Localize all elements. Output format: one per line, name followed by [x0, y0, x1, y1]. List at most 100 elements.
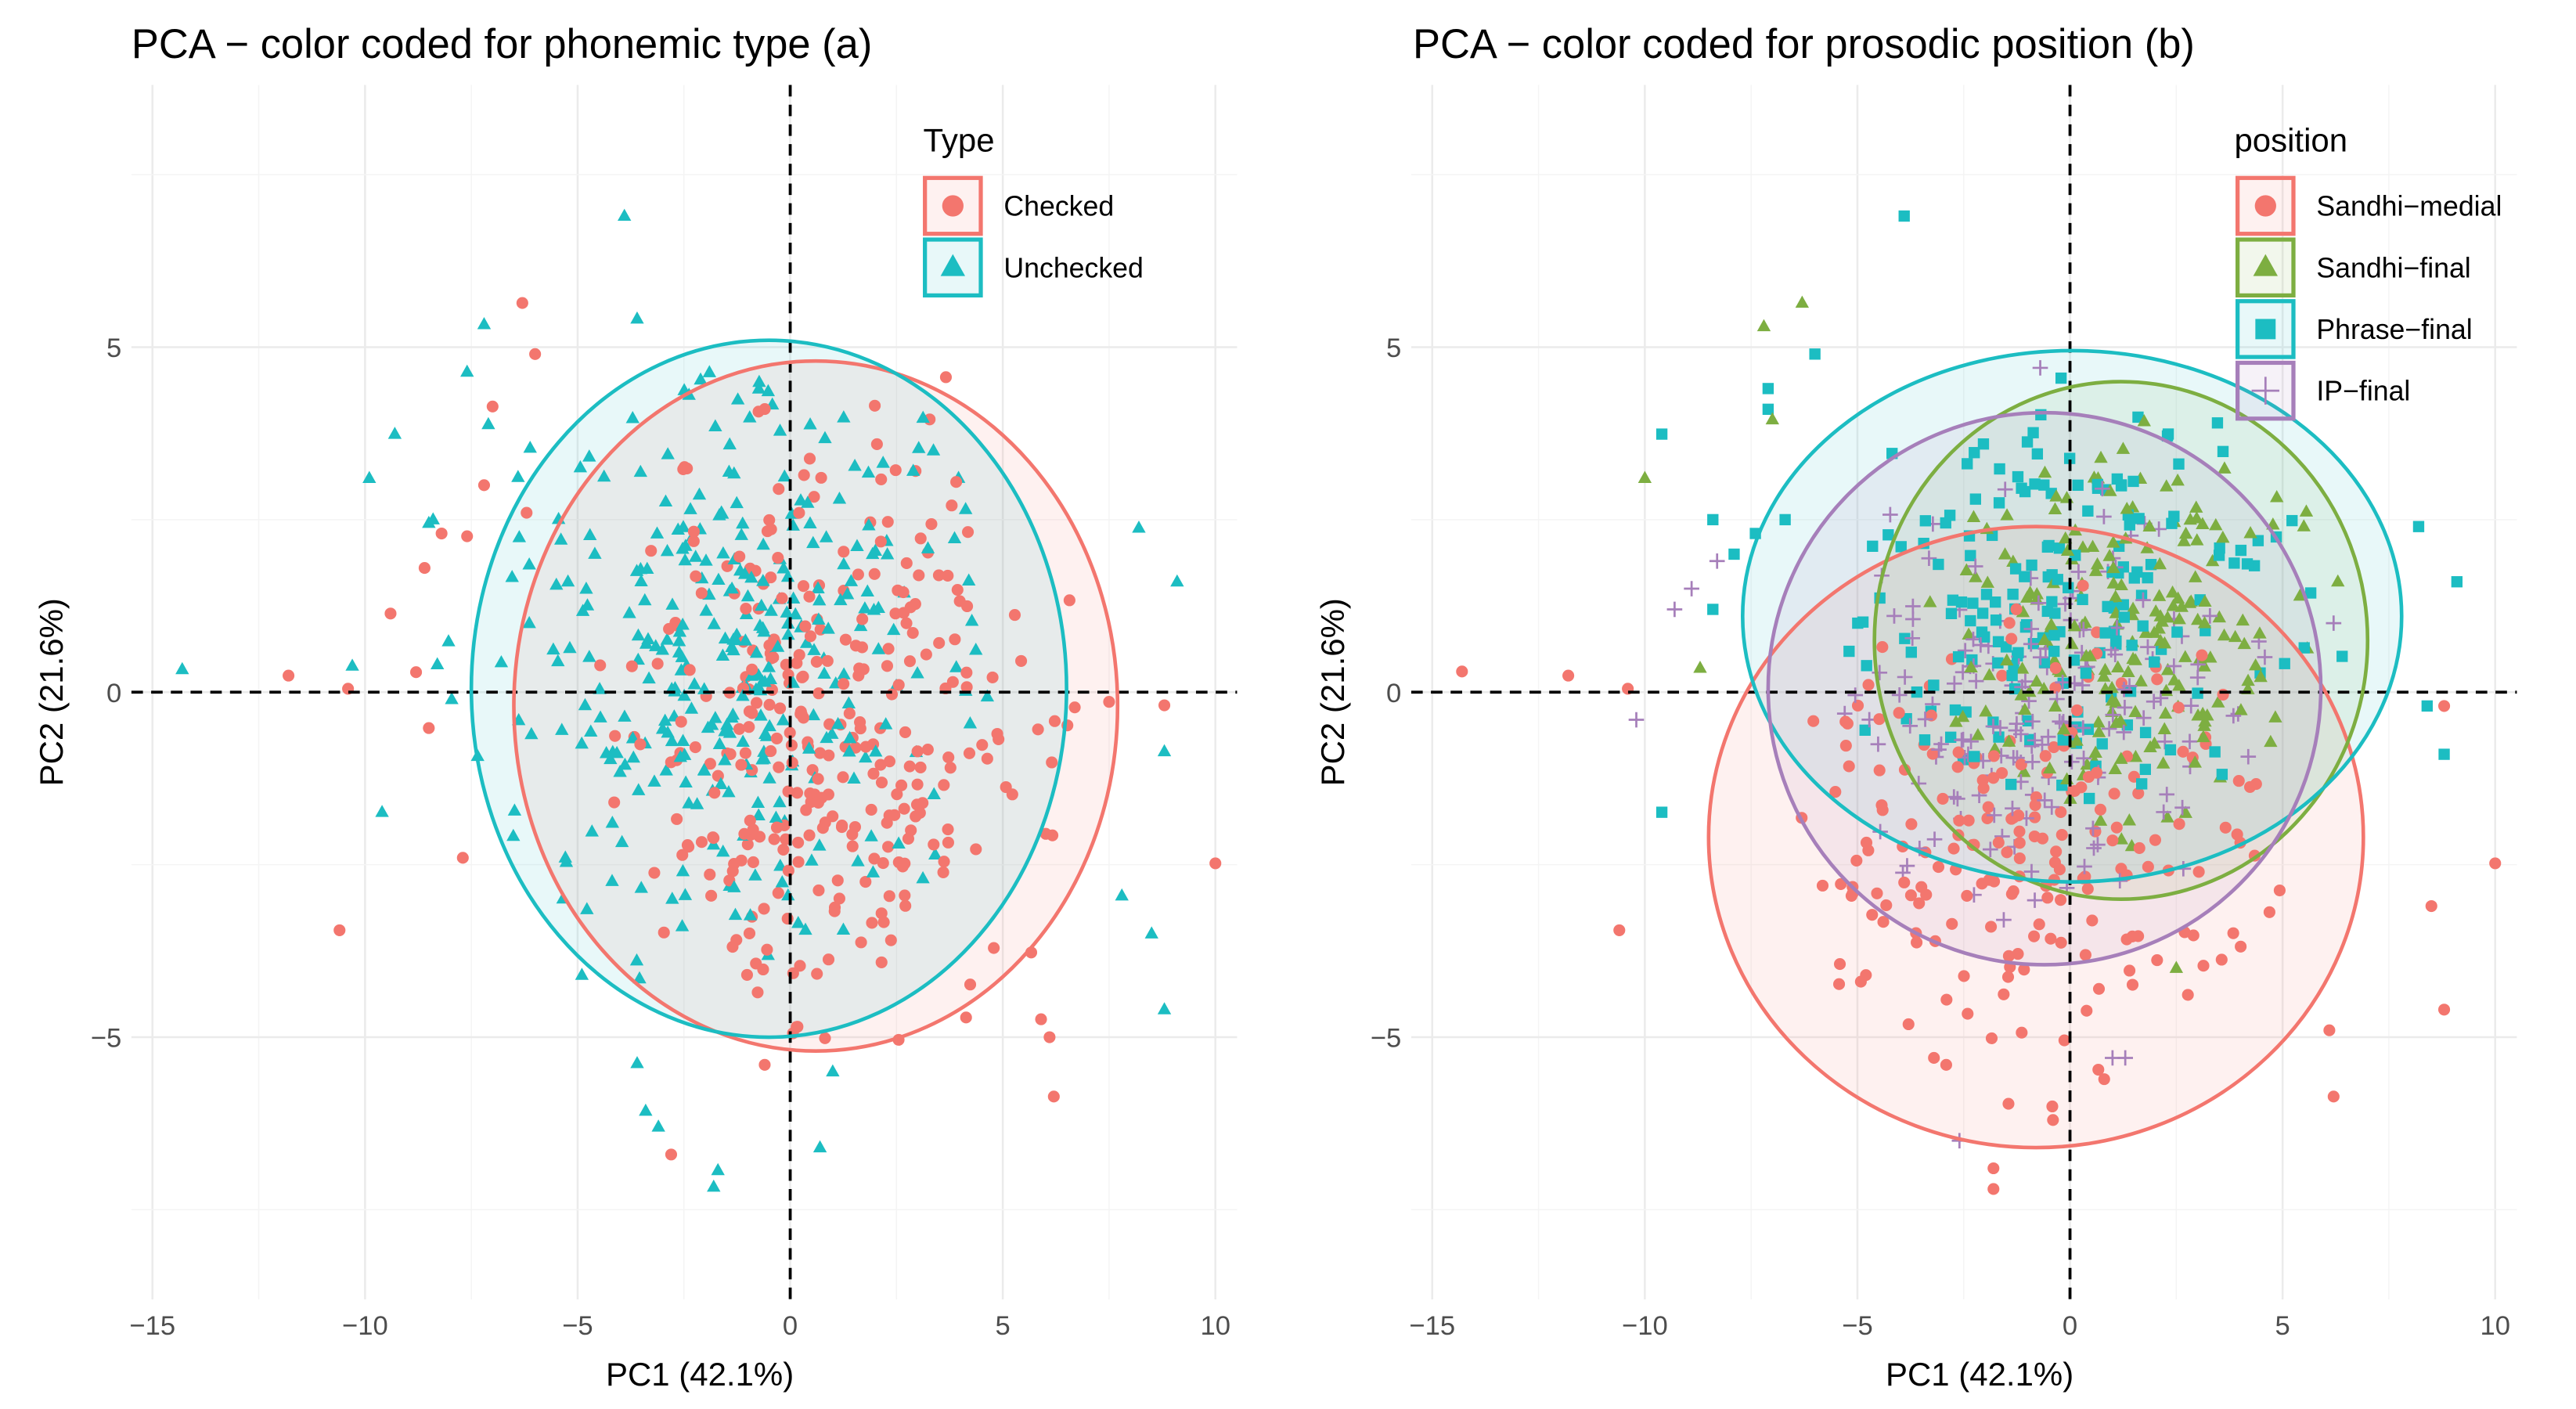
point-Sandhi−medial: [2046, 1101, 2058, 1112]
point-Phrase−final: [1950, 704, 1961, 715]
point-Checked: [690, 741, 701, 753]
point-Checked: [837, 771, 848, 783]
point-Sandhi−medial: [1840, 740, 1852, 751]
point-Checked: [904, 761, 916, 773]
point-Sandhi−medial: [2050, 845, 2062, 857]
point-Checked: [938, 779, 949, 791]
point-Checked: [748, 823, 759, 835]
point-Checked: [671, 813, 683, 825]
point-Checked: [942, 823, 953, 835]
point-Checked: [744, 928, 755, 939]
point-Unchecked: [712, 1163, 725, 1175]
point-Phrase−final: [1843, 646, 1854, 657]
point-Sandhi−medial: [2034, 918, 2045, 930]
point-Checked: [840, 634, 852, 646]
point-Checked: [913, 569, 924, 581]
point-Phrase−final: [2218, 446, 2228, 457]
point-Checked: [860, 741, 872, 752]
point-Checked: [736, 855, 748, 867]
point-Phrase−final: [1656, 806, 1667, 817]
point-Checked: [866, 917, 877, 928]
point-Phrase−final: [2217, 769, 2228, 780]
point-Checked: [457, 852, 469, 863]
point-Sandhi−medial: [2040, 750, 2052, 762]
point-Checked: [645, 545, 657, 557]
point-Phrase−final: [2413, 521, 2424, 532]
point-Sandhi−medial: [2134, 842, 2145, 854]
legend-label: Sandhi−medial: [2316, 191, 2502, 222]
point-Sandhi−medial: [1850, 855, 1862, 867]
point-Phrase−final: [1763, 383, 1774, 394]
point-Checked: [750, 957, 762, 969]
point-Sandhi−medial: [1977, 774, 1989, 786]
point-Phrase−final: [1707, 604, 1718, 614]
point-Checked: [964, 748, 975, 759]
chart-title: PCA − color coded for prosodic position …: [1413, 22, 2195, 67]
point-Sandhi−medial: [1958, 970, 1969, 982]
point-Unchecked: [445, 692, 458, 704]
point-Sandhi−medial: [2008, 885, 2019, 897]
point-Checked: [992, 728, 1003, 740]
point-Checked: [683, 841, 694, 852]
point-Checked: [782, 913, 794, 924]
point-Sandhi−medial: [2095, 804, 2106, 816]
point-Phrase−final: [2046, 596, 2057, 607]
point-Checked: [652, 658, 664, 669]
point-Phrase−final: [2042, 542, 2053, 553]
point-Checked: [904, 655, 916, 667]
point-Checked: [960, 667, 972, 679]
point-Sandhi−medial: [2489, 857, 2501, 869]
point-Checked: [487, 401, 499, 413]
legend-symbol-circle: [2255, 195, 2276, 216]
x-tick-label: −10: [1622, 1311, 1668, 1341]
point-Phrase−final: [1940, 517, 1951, 528]
point-Phrase−final: [2173, 459, 2184, 470]
point-Phrase−final: [1991, 614, 2001, 625]
point-Checked: [940, 371, 952, 383]
point-Sandhi−medial: [2081, 1005, 2092, 1017]
point-Sandhi−medial: [2010, 604, 2022, 615]
point-Checked: [726, 941, 738, 953]
point-Phrase−final: [2097, 738, 2108, 749]
point-Sandhi−medial: [1920, 888, 1932, 900]
point-Sandhi−medial: [1996, 767, 2008, 779]
point-Checked: [767, 651, 779, 663]
point-Phrase−final: [2119, 611, 2130, 622]
point-Checked: [517, 297, 528, 309]
point-Phrase−final: [2149, 656, 2160, 667]
point-Phrase−final: [2048, 646, 2059, 657]
point-Sandhi−medial: [1871, 888, 1882, 899]
point-Sandhi−medial: [1834, 958, 1846, 970]
point-IP−final: [1710, 553, 1725, 569]
point-Unchecked: [1170, 575, 1184, 586]
point-Sandhi−medial: [1861, 837, 1872, 849]
point-Sandhi−medial: [2193, 866, 2205, 877]
point-Phrase−final: [2032, 449, 2043, 459]
point-Sandhi−medial: [1928, 1052, 1940, 1064]
point-Checked: [844, 708, 856, 719]
point-Phrase−final: [1994, 497, 2005, 508]
x-tick-label: −15: [1409, 1311, 1455, 1341]
point-Checked: [1048, 1090, 1060, 1102]
point-Checked: [1209, 857, 1221, 869]
y-tick-label: −5: [91, 1024, 121, 1054]
point-Checked: [758, 903, 769, 914]
point-Checked: [858, 663, 870, 675]
legend-item-Sandhi−medial: Sandhi−medial: [2238, 178, 2502, 233]
point-Sandhi−medial: [2264, 906, 2275, 918]
point-Sandhi−medial: [2274, 885, 2286, 896]
point-Checked: [897, 860, 909, 872]
legend: Sandhi−medialSandhi−finalPhrase−finalIP−…: [2238, 178, 2502, 418]
point-Checked: [922, 744, 934, 755]
point-Checked: [741, 969, 753, 981]
point-Sandhi−medial: [1905, 889, 1917, 901]
point-Phrase−final: [2019, 486, 2030, 497]
point-Checked: [875, 474, 887, 485]
point-Checked: [859, 876, 871, 888]
point-Sandhi−medial: [2173, 701, 2185, 713]
point-Checked: [773, 483, 784, 495]
point-Checked: [777, 844, 789, 856]
point-Checked: [648, 867, 660, 878]
point-Phrase−final: [2422, 701, 2433, 712]
point-Checked: [899, 900, 911, 912]
